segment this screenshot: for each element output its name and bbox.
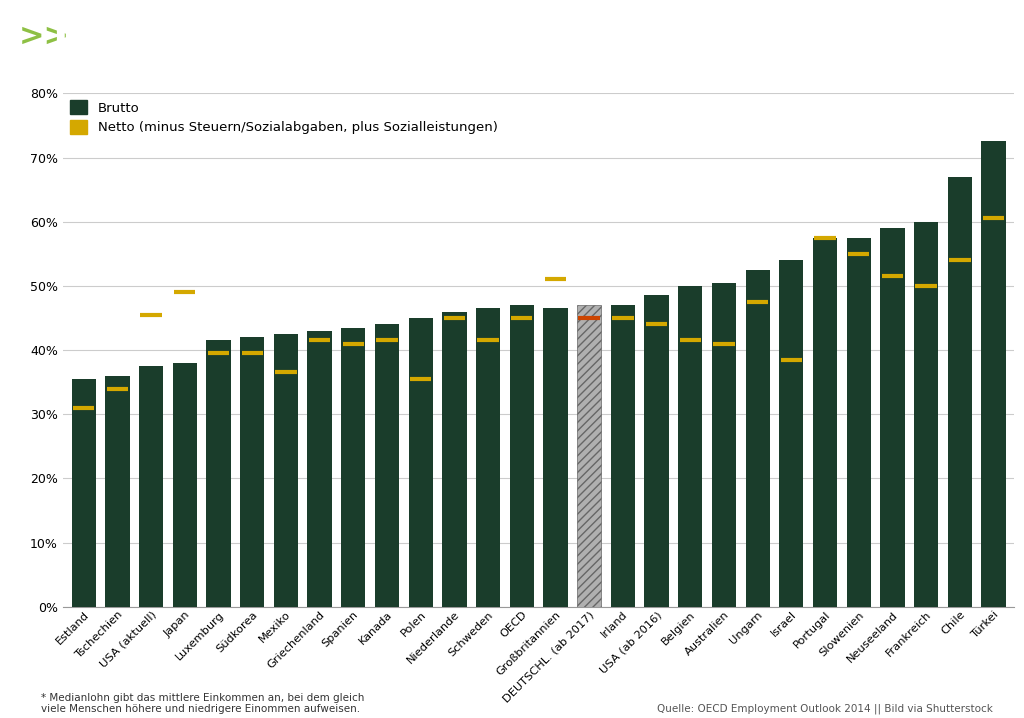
- Text: Brutto- und Nettomindestlohn im Verhältnis zum Medianlohn*, in Prozent, 2012 und: Brutto- und Nettomindestlohn im Verhältn…: [53, 62, 715, 75]
- Bar: [578, 305, 601, 607]
- Text: Das Mindeste: Das Mindeste: [53, 24, 372, 66]
- Bar: [745, 270, 770, 607]
- Text: >>: >>: [18, 22, 70, 51]
- Bar: [847, 238, 870, 607]
- Legend: Brutto, Netto (minus Steuern/Sozialabgaben, plus Sozialleistungen): Brutto, Netto (minus Steuern/Sozialabgab…: [70, 100, 498, 134]
- Bar: [207, 340, 230, 607]
- Bar: [813, 238, 838, 607]
- Bar: [610, 305, 635, 607]
- Bar: [644, 296, 669, 607]
- Bar: [375, 325, 399, 607]
- Bar: [409, 318, 433, 607]
- Bar: [139, 366, 163, 607]
- Text: * Medianlohn gibt das mittlere Einkommen an, bei dem gleich
viele Menschen höher: * Medianlohn gibt das mittlere Einkommen…: [41, 693, 365, 714]
- Bar: [881, 228, 904, 607]
- Bar: [712, 283, 736, 607]
- Bar: [476, 308, 500, 607]
- Bar: [240, 337, 264, 607]
- Bar: [105, 376, 129, 607]
- Bar: [544, 308, 567, 607]
- Bar: [173, 363, 197, 607]
- Bar: [273, 334, 298, 607]
- Bar: [948, 177, 972, 607]
- Bar: [307, 331, 332, 607]
- Bar: [779, 260, 804, 607]
- Bar: [510, 305, 534, 607]
- Bar: [914, 222, 938, 607]
- Bar: [678, 286, 702, 607]
- Bar: [442, 312, 467, 607]
- Bar: [341, 327, 366, 607]
- Text: Quelle: OECD Employment Outlook 2014 || Bild via Shutterstock: Quelle: OECD Employment Outlook 2014 || …: [657, 704, 993, 714]
- Bar: [981, 141, 1006, 607]
- Bar: [72, 379, 96, 607]
